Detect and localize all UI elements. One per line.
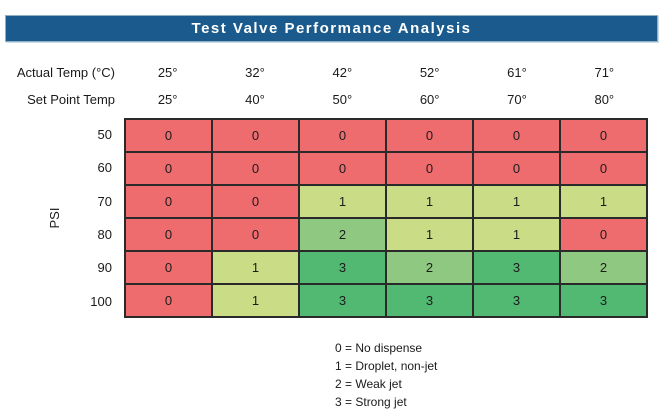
heatmap-cell-psi60-col5: 0 [473, 152, 560, 185]
psi-row-label: 100 [90, 293, 112, 309]
heatmap-cell-psi80-col2: 0 [212, 218, 299, 251]
heatmap-cell-psi90-col6: 2 [560, 251, 647, 284]
heatmap-cell-psi70-col3: 1 [299, 185, 386, 218]
heatmap-cell-psi50-col6: 0 [560, 119, 647, 152]
col-header-value: 71° [594, 65, 615, 80]
col-header-value: 25° [157, 92, 178, 107]
psi-row-label: 90 [97, 260, 112, 276]
legend-item: 3 = Strong jet [335, 395, 407, 409]
col-header-value: 32° [245, 65, 265, 80]
psi-row-label: 80 [97, 227, 112, 243]
actual-temp-label: Actual Temp (°C) [16, 65, 115, 80]
psi-row-label: 60 [97, 160, 112, 176]
heatmap-cell-psi70-col5: 1 [473, 185, 560, 218]
heatmap-cell-psi100-col3: 3 [299, 284, 386, 317]
heatmap-cell-psi80-col1: 0 [125, 218, 212, 251]
heatmap-cell-psi50-col1: 0 [125, 119, 212, 152]
heatmap-cell-psi90-col4: 2 [386, 251, 473, 284]
header-row-set-point-temp: Set Point Temp 25° 40° 50° 60° 70° 80° [0, 92, 648, 108]
heatmap-cell-psi100-col4: 3 [386, 284, 473, 317]
chart-title-bar: Test Valve Performance Analysis [5, 15, 658, 42]
heatmap-cell-psi80-col5: 1 [473, 218, 560, 251]
psi-row-label: 70 [97, 193, 112, 209]
heatmap-cell-psi80-col4: 1 [386, 218, 473, 251]
heatmap-cell-psi70-col6: 1 [560, 185, 647, 218]
heatmap-cell-psi70-col2: 0 [212, 185, 299, 218]
heatmap-cell-psi60-col2: 0 [212, 152, 299, 185]
col-header-value: 25° [157, 65, 178, 80]
heatmap-cell-psi100-col2: 1 [212, 284, 299, 317]
heatmap-cell-psi90-col5: 3 [473, 251, 560, 284]
heatmap-cell-psi90-col3: 3 [299, 251, 386, 284]
legend-item: 2 = Weak jet [335, 377, 402, 391]
heatmap-cell-psi50-col5: 0 [473, 119, 560, 152]
heatmap-cell-psi50-col3: 0 [299, 119, 386, 152]
col-header-value: 70° [507, 92, 527, 107]
heatmap-cell-psi60-col1: 0 [125, 152, 212, 185]
heatmap-cell-psi60-col3: 0 [299, 152, 386, 185]
heatmap-cell-psi100-col5: 3 [473, 284, 560, 317]
set-point-temp-label: Set Point Temp [27, 92, 115, 107]
col-header-value: 80° [594, 92, 615, 107]
col-header-value: 50° [332, 92, 353, 107]
actual-temp-values: 25° 32° 42° 52° 61° 71° [124, 65, 648, 80]
psi-row-label: 50 [97, 127, 112, 143]
value-legend: 0 = No dispense 1 = Droplet, non-jet 2 = W… [335, 339, 437, 411]
legend-item: 1 = Droplet, non-jet [335, 359, 438, 373]
heatmap-cell-psi80-col3: 2 [299, 218, 386, 251]
header-row-actual-temp: Actual Temp (°C) 25° 32° 42° 52° 61° 71° [0, 65, 648, 81]
heatmap-cell-psi60-col6: 0 [560, 152, 647, 185]
chart-title: Test Valve Performance Analysis [191, 20, 472, 37]
col-header-value: 40° [245, 92, 265, 107]
heatmap-cell-psi50-col2: 0 [212, 119, 299, 152]
heatmap-cell-psi70-col1: 0 [125, 185, 212, 218]
heatmap-cell-psi100-col1: 0 [125, 284, 212, 317]
heatmap-cell-psi80-col6: 0 [560, 218, 647, 251]
set-point-temp-values: 25° 40° 50° 60° 70° 80° [124, 92, 648, 107]
heatmap-cell-psi90-col1: 0 [125, 251, 212, 284]
heatmap-cell-psi90-col2: 1 [212, 251, 299, 284]
legend-item: 0 = No dispense [335, 341, 423, 355]
col-header-value: 60° [419, 92, 440, 107]
heatmap-cell-psi70-col4: 1 [386, 185, 473, 218]
heatmap-cell-psi60-col4: 0 [386, 152, 473, 185]
col-header-value: 61° [507, 65, 527, 80]
heatmap-cell-psi100-col6: 3 [560, 284, 647, 317]
col-header-value: 42° [332, 65, 353, 80]
heatmap-cell-psi50-col4: 0 [386, 119, 473, 152]
col-header-value: 52° [419, 65, 440, 80]
psi-row-labels: 50 60 70 80 90 100 [0, 118, 112, 318]
